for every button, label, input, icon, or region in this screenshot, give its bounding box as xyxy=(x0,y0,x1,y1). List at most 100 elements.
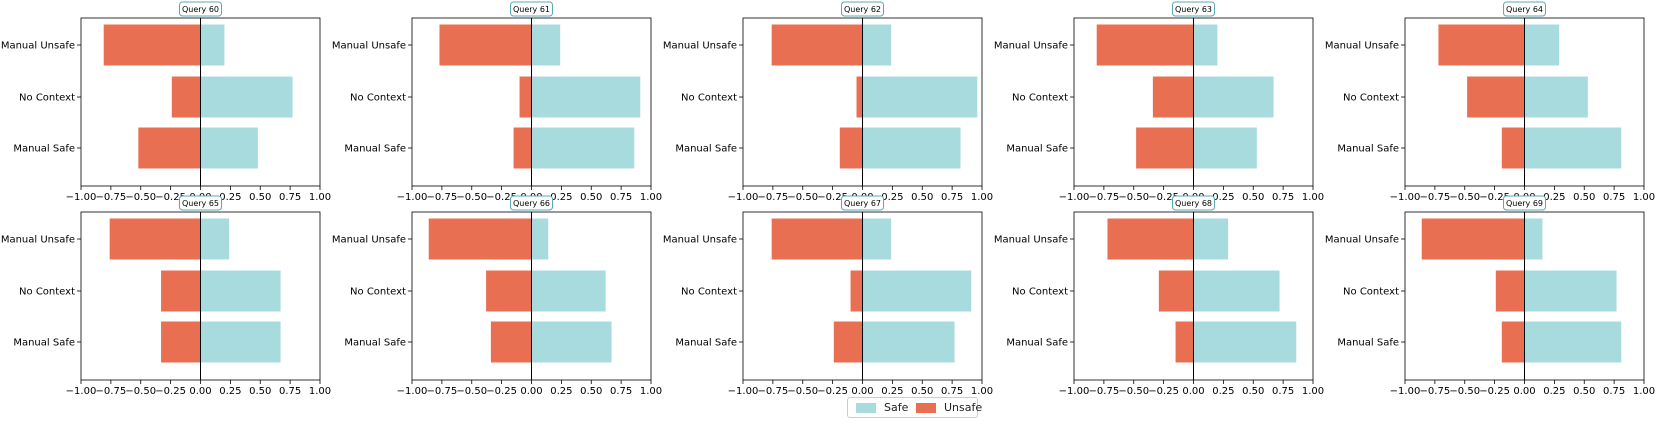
x-tick-label: −0.50 xyxy=(787,386,818,395)
x-tick-label: 1.00 xyxy=(971,192,993,203)
title-box xyxy=(179,1,222,17)
y-tick-label: Manual Safe xyxy=(675,338,737,349)
x-tick-label: 0.50 xyxy=(249,386,271,395)
title-box xyxy=(510,195,553,211)
y-tick-label: Manual Safe xyxy=(344,338,406,349)
x-tick-label: −1.00 xyxy=(1059,386,1090,395)
title-text: Query 64 xyxy=(1506,5,1543,14)
x-tick-label: −0.75 xyxy=(427,386,458,395)
bar-unsafe xyxy=(1136,127,1194,169)
title-text: Query 66 xyxy=(513,199,550,208)
bar-safe xyxy=(1193,127,1257,169)
x-tick-label: −1.00 xyxy=(1390,386,1421,395)
bar-safe xyxy=(200,127,258,169)
bar-safe xyxy=(1524,270,1617,312)
x-tick-label: −1.00 xyxy=(397,192,428,203)
title-box xyxy=(1172,1,1215,17)
bar-unsafe xyxy=(1152,76,1194,118)
x-tick-label: 0.50 xyxy=(1242,192,1264,203)
y-tick-label: Manual Safe xyxy=(13,144,75,155)
bar-unsafe xyxy=(856,76,863,118)
y-tick-label: No Context xyxy=(350,287,406,298)
x-tick-label: 0.75 xyxy=(1272,192,1294,203)
x-tick-label: −0.50 xyxy=(787,192,818,203)
bar-unsafe xyxy=(833,321,863,363)
x-tick-label: −0.50 xyxy=(456,386,487,395)
x-tick-label: 1.00 xyxy=(309,386,331,395)
x-tick-label: 0.50 xyxy=(1573,192,1595,203)
subplot-title: Query 60 xyxy=(179,1,222,17)
x-tick-label: 0.25 xyxy=(1212,192,1234,203)
x-tick-label: 1.00 xyxy=(1633,386,1655,395)
x-tick-label: −0.75 xyxy=(96,192,127,203)
x-tick-label: −0.75 xyxy=(427,192,458,203)
bar-safe xyxy=(1524,127,1622,169)
x-tick-label: 0.50 xyxy=(1242,386,1264,395)
y-tick-label: No Context xyxy=(1012,93,1068,104)
x-tick-label: −0.25 xyxy=(1148,386,1179,395)
x-tick-label: −0.50 xyxy=(125,192,156,203)
legend-swatch-unsafe xyxy=(916,402,936,413)
y-tick-label: Manual Safe xyxy=(13,338,75,349)
bar-safe xyxy=(1524,321,1622,363)
x-tick-label: 0.75 xyxy=(610,386,632,395)
x-tick-label: 0.50 xyxy=(249,192,271,203)
x-tick-label: −0.75 xyxy=(96,386,127,395)
x-tick-label: 1.00 xyxy=(640,192,662,203)
y-tick-label: Manual Unsafe xyxy=(1325,41,1399,52)
y-tick-label: Manual Unsafe xyxy=(663,235,737,246)
bar-unsafe xyxy=(428,218,532,260)
title-text: Query 68 xyxy=(1175,199,1212,208)
bar-safe xyxy=(862,321,955,363)
x-tick-label: −0.50 xyxy=(456,192,487,203)
bar-unsafe xyxy=(1107,218,1194,260)
x-tick-label: 0.75 xyxy=(941,192,963,203)
legend-label-unsafe: Unsafe xyxy=(944,401,983,414)
x-tick-label: 0.25 xyxy=(219,386,241,395)
bar-safe xyxy=(200,321,281,363)
bar-safe xyxy=(531,127,635,169)
x-tick-label: −1.00 xyxy=(397,386,428,395)
bar-unsafe xyxy=(771,218,863,260)
title-box xyxy=(841,1,884,17)
x-tick-label: 0.75 xyxy=(279,386,301,395)
bar-unsafe xyxy=(171,76,201,118)
x-tick-label: 0.50 xyxy=(911,386,933,395)
title-box xyxy=(1172,195,1215,211)
x-tick-label: 1.00 xyxy=(1633,192,1655,203)
subplot-title: Query 68 xyxy=(1172,195,1215,211)
bar-safe xyxy=(531,270,606,312)
legend-label-safe: Safe xyxy=(884,401,909,414)
x-tick-label: 0.50 xyxy=(911,192,933,203)
x-tick-label: 0.75 xyxy=(1603,192,1625,203)
x-tick-label: −1.00 xyxy=(1390,192,1421,203)
bar-safe xyxy=(1193,218,1229,260)
bar-unsafe xyxy=(771,24,863,66)
bar-unsafe xyxy=(850,270,863,312)
bar-safe xyxy=(531,321,612,363)
y-tick-label: No Context xyxy=(681,287,737,298)
y-tick-label: Manual Unsafe xyxy=(994,41,1068,52)
bar-unsafe xyxy=(1158,270,1194,312)
y-tick-label: Manual Unsafe xyxy=(663,41,737,52)
title-box xyxy=(1503,195,1546,211)
bar-safe xyxy=(1193,321,1297,363)
legend: Safe Unsafe xyxy=(847,397,982,418)
bar-unsafe xyxy=(161,270,201,312)
bar-unsafe xyxy=(439,24,532,66)
x-tick-label: 0.75 xyxy=(941,386,963,395)
bar-unsafe xyxy=(138,127,201,169)
x-tick-label: 0.00 xyxy=(520,386,542,395)
bar-safe xyxy=(531,218,549,260)
title-text: Query 63 xyxy=(1175,5,1212,14)
title-text: Query 65 xyxy=(182,199,219,208)
x-tick-label: −0.50 xyxy=(1449,386,1480,395)
x-tick-label: −0.25 xyxy=(1148,192,1179,203)
y-tick-label: No Context xyxy=(19,287,75,298)
y-tick-label: Manual Safe xyxy=(1337,338,1399,349)
